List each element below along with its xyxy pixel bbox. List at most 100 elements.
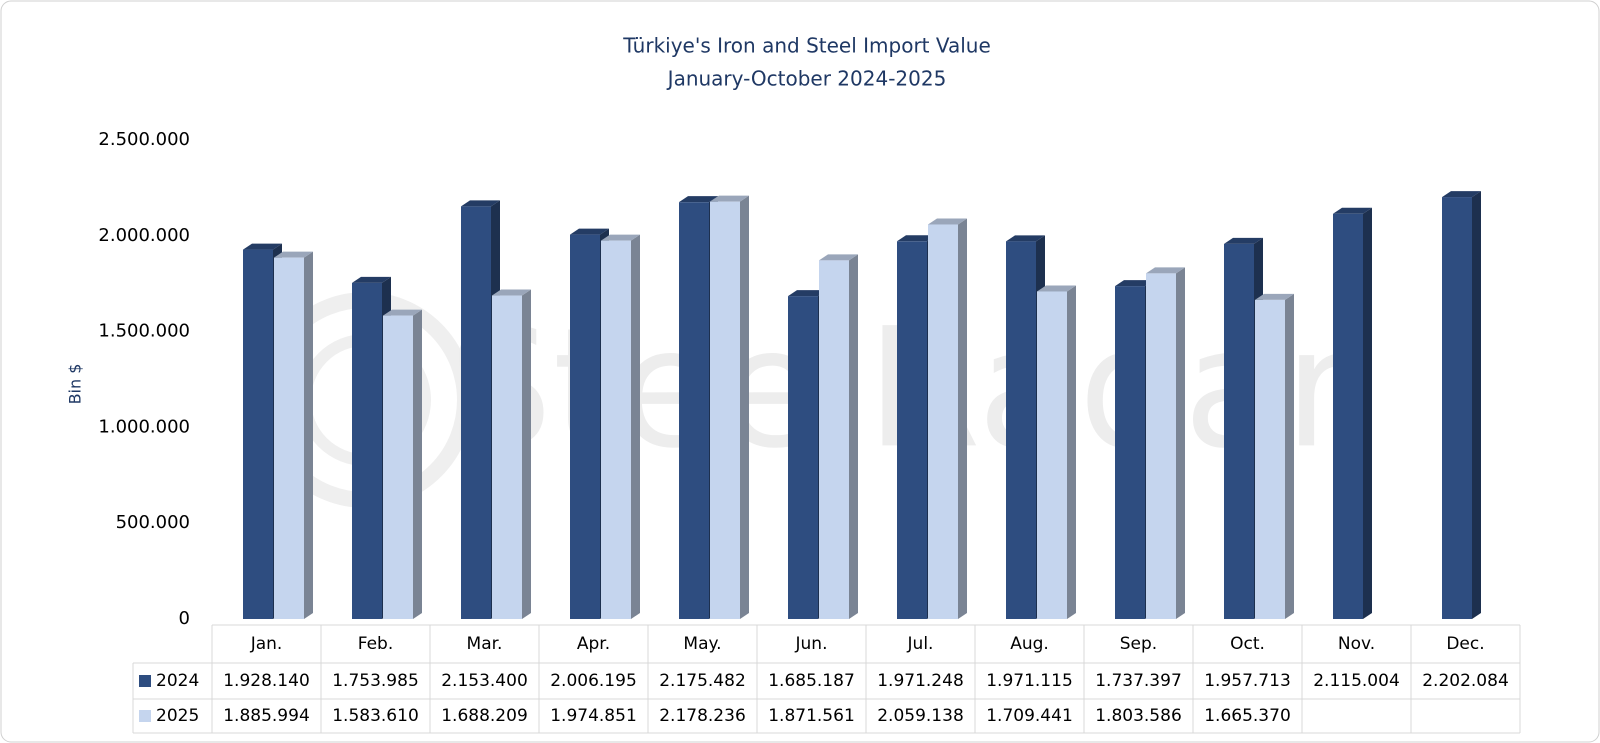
- bar: [1442, 197, 1472, 620]
- bar: [1037, 291, 1067, 619]
- bar-side: [740, 195, 749, 620]
- x-tick-label: Nov.: [1338, 634, 1375, 654]
- x-tick-label: Dec.: [1446, 634, 1484, 654]
- x-tick-label: Jun.: [795, 634, 828, 654]
- data-label: 1.885.994: [223, 706, 310, 726]
- bar-top: [897, 235, 936, 242]
- bar-side: [1285, 293, 1294, 619]
- y-tick-label: 2.500.000: [98, 129, 190, 150]
- bar-top: [1006, 235, 1045, 242]
- data-label: 2.202.084: [1422, 671, 1509, 691]
- bar: [383, 315, 413, 619]
- bar: [1146, 273, 1176, 619]
- data-label: 2.175.482: [659, 671, 746, 691]
- data-label: 1.753.985: [332, 671, 419, 691]
- bar-top: [1037, 285, 1076, 292]
- bar-top: [1115, 280, 1154, 287]
- bar: [1115, 286, 1145, 619]
- bar-side: [1067, 285, 1076, 619]
- bar-top: [570, 228, 609, 235]
- bar: [461, 206, 491, 619]
- bar-top: [819, 254, 858, 261]
- data-label: 2.115.004: [1313, 671, 1400, 691]
- bar-top: [679, 196, 718, 203]
- bar: [352, 282, 382, 619]
- bar: [897, 241, 927, 619]
- data-label: 1.665.370: [1204, 706, 1291, 726]
- bar: [274, 257, 304, 619]
- bar-side: [631, 234, 640, 620]
- bar-top: [461, 200, 500, 207]
- bar-top: [352, 276, 391, 283]
- legend-swatch: [139, 710, 151, 722]
- x-tick-label: Jan.: [250, 634, 283, 654]
- x-tick-label: May.: [683, 634, 721, 654]
- legend-label: 2024: [156, 671, 199, 691]
- x-tick-label: Oct.: [1230, 634, 1265, 654]
- data-label: 1.871.561: [768, 706, 855, 726]
- data-label: 1.688.209: [441, 706, 528, 726]
- data-label: 2.178.236: [659, 706, 746, 726]
- y-tick-label: 1.500.000: [98, 321, 190, 342]
- x-tick-label: Aug.: [1010, 634, 1049, 654]
- bar: [492, 295, 522, 619]
- x-tick-label: Sep.: [1120, 634, 1157, 654]
- x-tick-label: Apr.: [577, 634, 610, 654]
- data-label: 1.803.586: [1095, 706, 1182, 726]
- bar-side: [1176, 267, 1185, 619]
- bar-side: [958, 218, 967, 619]
- bar: [710, 201, 740, 620]
- x-tick-label: Mar.: [467, 634, 503, 654]
- data-label: 2.153.400: [441, 671, 528, 691]
- bar: [819, 260, 849, 619]
- bar-top: [1333, 207, 1372, 214]
- bar-side: [849, 254, 858, 619]
- bar-top: [1442, 191, 1481, 198]
- bar-side: [522, 289, 531, 619]
- bar-top: [1224, 237, 1263, 244]
- data-label: 1.957.713: [1204, 671, 1291, 691]
- y-tick-label: 2.000.000: [98, 225, 190, 246]
- bar: [679, 202, 709, 619]
- legend-swatch: [139, 675, 151, 687]
- data-label: 1.685.187: [768, 671, 855, 691]
- bar: [928, 224, 958, 619]
- bar-top: [710, 195, 749, 202]
- bar: [1224, 243, 1254, 619]
- data-label: 1.737.397: [1095, 671, 1182, 691]
- legend-label: 2025: [156, 706, 199, 726]
- data-label: 1.583.610: [332, 706, 419, 726]
- bar-top: [601, 234, 640, 241]
- bar-top: [788, 290, 827, 297]
- y-tick-label: 500.000: [116, 512, 190, 533]
- y-tick-label: 0: [179, 608, 190, 629]
- data-label: 1.971.248: [877, 671, 964, 691]
- bar-top: [383, 309, 422, 316]
- bar-top: [1255, 293, 1294, 300]
- bar: [1255, 299, 1285, 619]
- bar-top: [1146, 267, 1185, 274]
- bar: [570, 234, 600, 619]
- bar-side: [413, 309, 422, 619]
- bar-side: [1363, 207, 1372, 619]
- bar: [1006, 241, 1036, 620]
- bar-top: [492, 289, 531, 296]
- data-label: 1.974.851: [550, 706, 637, 726]
- bar: [788, 296, 818, 619]
- x-tick-label: Jul.: [907, 634, 934, 654]
- bar: [601, 240, 631, 620]
- data-label: 1.709.441: [986, 706, 1073, 726]
- bar: [243, 249, 273, 620]
- bar-side: [304, 251, 313, 619]
- bar-top: [928, 218, 967, 225]
- data-label: 1.971.115: [986, 671, 1073, 691]
- y-tick-label: 1.000.000: [98, 416, 190, 437]
- chart-subtitle: January-October 2024-2025: [666, 67, 947, 91]
- bar-top: [243, 243, 282, 250]
- chart-title: Türkiye's Iron and Steel Import Value: [622, 34, 991, 58]
- bar-top: [274, 251, 313, 258]
- y-axis-label: Bin $: [66, 364, 85, 405]
- bar: [1333, 213, 1363, 619]
- data-label: 2.006.195: [550, 671, 637, 691]
